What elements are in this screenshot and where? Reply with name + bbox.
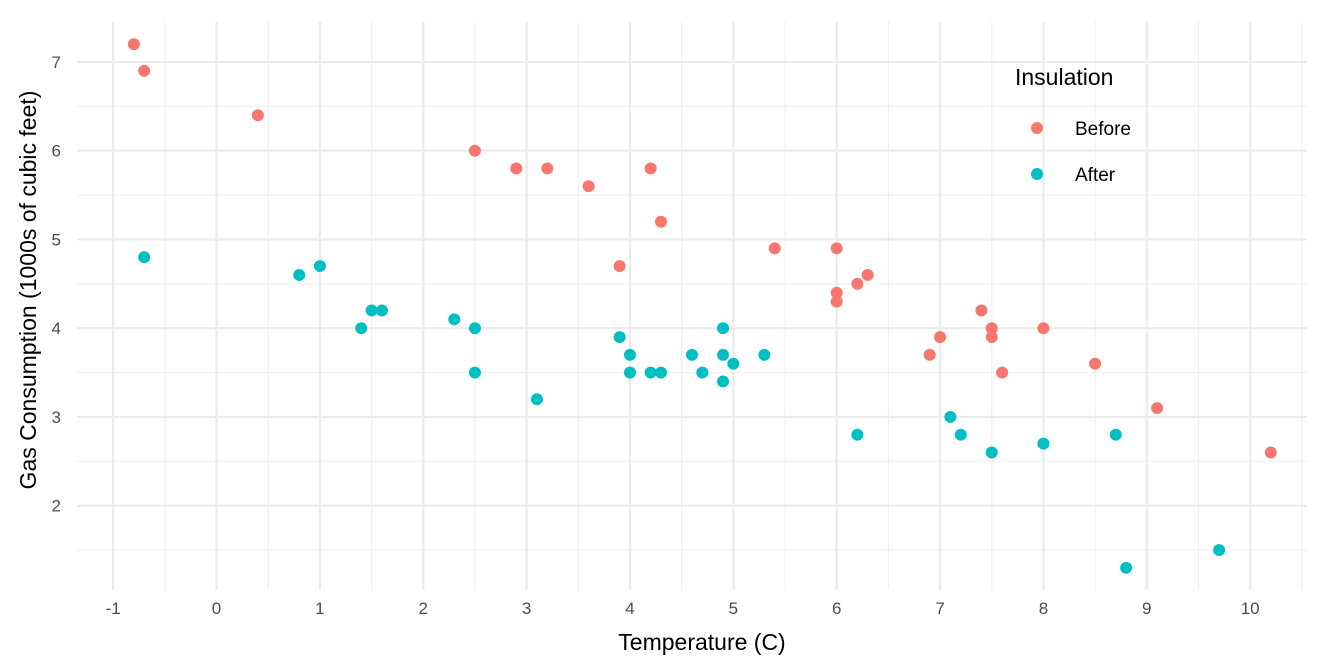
x-tick-label: 0	[212, 599, 221, 618]
x-tick-label: 5	[729, 599, 738, 618]
y-tick-label: 7	[52, 53, 61, 72]
data-point-before	[934, 331, 947, 344]
data-point-before	[468, 144, 481, 157]
data-point-before	[127, 38, 140, 51]
data-point-before	[985, 322, 998, 335]
data-point-before	[985, 331, 998, 344]
x-axis-ticks: -1 0 1 2 3 4 5 6 7 8 9 10	[106, 599, 1260, 618]
data-point-before	[613, 260, 626, 273]
x-tick-label: 2	[419, 599, 428, 618]
data-point-before	[830, 242, 843, 255]
data-point-after	[355, 322, 368, 335]
data-point-after	[1109, 428, 1122, 441]
data-point-after	[717, 348, 730, 361]
x-tick-label: 10	[1241, 599, 1260, 618]
data-point-before	[644, 162, 657, 175]
grid	[77, 22, 1307, 590]
data-point-before	[1089, 357, 1102, 370]
data-point-after	[623, 348, 636, 361]
data-point-after	[727, 357, 740, 370]
data-point-after	[717, 375, 730, 388]
data-point-before	[582, 180, 595, 193]
x-tick-label: 7	[935, 599, 944, 618]
data-point-after	[313, 260, 326, 273]
y-tick-label: 2	[52, 497, 61, 516]
data-point-before	[138, 64, 151, 77]
data-points	[127, 38, 1277, 574]
data-point-before	[1037, 322, 1050, 335]
x-tick-label: 4	[625, 599, 634, 618]
data-point-after	[375, 304, 388, 317]
data-point-before	[541, 162, 554, 175]
legend-key-before	[1031, 122, 1043, 134]
data-point-before	[1151, 402, 1164, 415]
legend-label-before: Before	[1075, 119, 1131, 140]
data-point-after	[623, 366, 636, 379]
data-point-after	[985, 446, 998, 459]
legend-label-after: After	[1075, 165, 1116, 186]
data-point-after	[758, 348, 771, 361]
data-point-after	[954, 428, 967, 441]
data-point-after	[468, 322, 481, 335]
data-point-before	[510, 162, 523, 175]
data-point-after	[365, 304, 378, 317]
y-tick-label: 3	[52, 408, 61, 427]
x-tick-label: 8	[1039, 599, 1048, 618]
x-tick-label: 9	[1142, 599, 1151, 618]
y-tick-label: 5	[52, 230, 61, 249]
data-point-before	[830, 286, 843, 299]
data-point-after	[138, 251, 151, 264]
data-point-after	[1120, 561, 1133, 574]
data-point-after	[944, 410, 957, 423]
data-point-after	[448, 313, 461, 326]
data-point-after	[1213, 544, 1226, 557]
data-point-before	[768, 242, 781, 255]
legend: Insulation Before After	[1015, 64, 1131, 186]
data-point-after	[851, 428, 864, 441]
y-axis-ticks: 2 3 4 5 6 7	[52, 53, 61, 516]
data-point-after	[613, 331, 626, 344]
x-tick-label: 3	[522, 599, 531, 618]
data-point-after	[468, 366, 481, 379]
data-point-after	[696, 366, 709, 379]
y-tick-label: 6	[52, 142, 61, 161]
data-point-before	[830, 295, 843, 308]
legend-key-after	[1031, 168, 1043, 180]
y-tick-label: 4	[52, 319, 61, 338]
x-tick-label: -1	[106, 599, 121, 618]
data-point-before	[1264, 446, 1277, 459]
legend-title: Insulation	[1015, 64, 1113, 90]
data-point-after	[654, 366, 667, 379]
data-point-after	[293, 268, 306, 281]
x-axis-title: Temperature (C)	[618, 629, 785, 655]
data-point-before	[975, 304, 988, 317]
data-point-before	[654, 215, 667, 228]
data-point-before	[861, 268, 874, 281]
x-tick-label: 6	[832, 599, 841, 618]
data-point-after	[717, 322, 730, 335]
data-point-before	[851, 277, 864, 290]
y-axis-title: Gas Consumption (1000s of cubic feet)	[15, 91, 41, 490]
data-point-before	[996, 366, 1009, 379]
data-point-after	[686, 348, 698, 361]
x-tick-label: 1	[315, 599, 324, 618]
data-point-after	[644, 366, 657, 379]
data-point-after	[1037, 437, 1050, 450]
data-point-before	[923, 348, 936, 361]
data-point-before	[251, 109, 264, 122]
data-point-after	[530, 393, 543, 406]
